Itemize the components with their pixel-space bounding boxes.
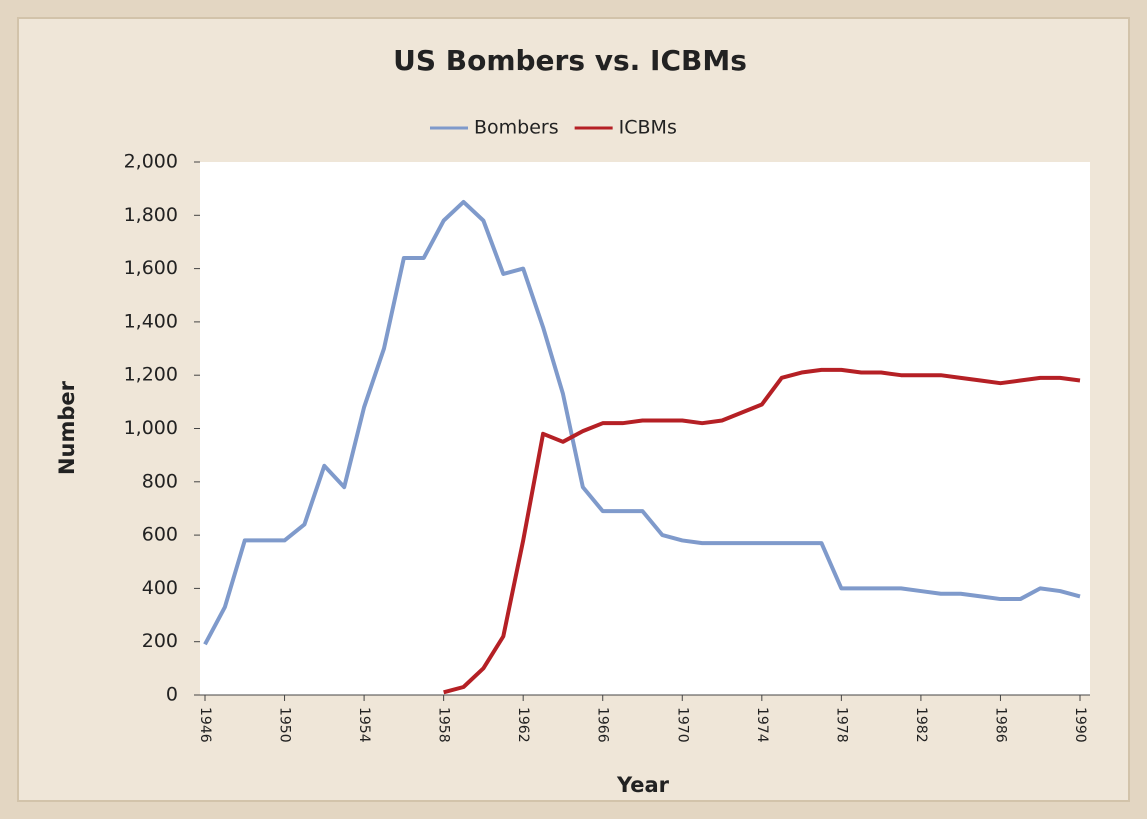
x-tick-label: 1946 — [197, 707, 213, 743]
x-tick-label: 1982 — [913, 707, 929, 743]
y-tick-label: 400 — [142, 577, 178, 599]
y-tick-label: 200 — [142, 630, 178, 652]
y-tick-label: 1,800 — [124, 204, 178, 226]
x-tick-label: 1958 — [436, 707, 452, 743]
x-tick-label: 1974 — [754, 707, 770, 743]
y-tick-label: 1,200 — [124, 364, 178, 386]
y-axis-label: Number — [55, 380, 79, 475]
x-tick-label: 1966 — [595, 707, 611, 743]
x-tick-label: 1990 — [1072, 707, 1088, 743]
x-axis-label: Year — [616, 773, 670, 797]
x-tick-label: 1954 — [356, 707, 372, 743]
y-tick-label: 600 — [142, 524, 178, 546]
line-series — [203, 199, 1081, 646]
y-tick-label: 0 — [166, 684, 178, 706]
y-tick-label: 1,000 — [124, 417, 178, 439]
y-tick-label: 800 — [142, 470, 178, 492]
x-tick-label: 1962 — [515, 707, 531, 743]
chart-title: US Bombers vs. ICBMs — [393, 44, 747, 77]
legend-label: ICBMs — [619, 117, 677, 139]
x-tick-label: 1986 — [992, 707, 1008, 743]
plot-area — [200, 162, 1090, 695]
x-tick-label: 1950 — [277, 707, 293, 743]
y-tick-label: 1,600 — [124, 257, 178, 279]
x-tick-label: 1978 — [833, 707, 849, 743]
x-tick-label: 1970 — [674, 707, 690, 743]
legend-label: Bombers — [474, 117, 559, 139]
y-tick-label: 2,000 — [124, 151, 178, 173]
y-tick-label: 1,400 — [124, 310, 178, 332]
line-series — [443, 367, 1081, 695]
